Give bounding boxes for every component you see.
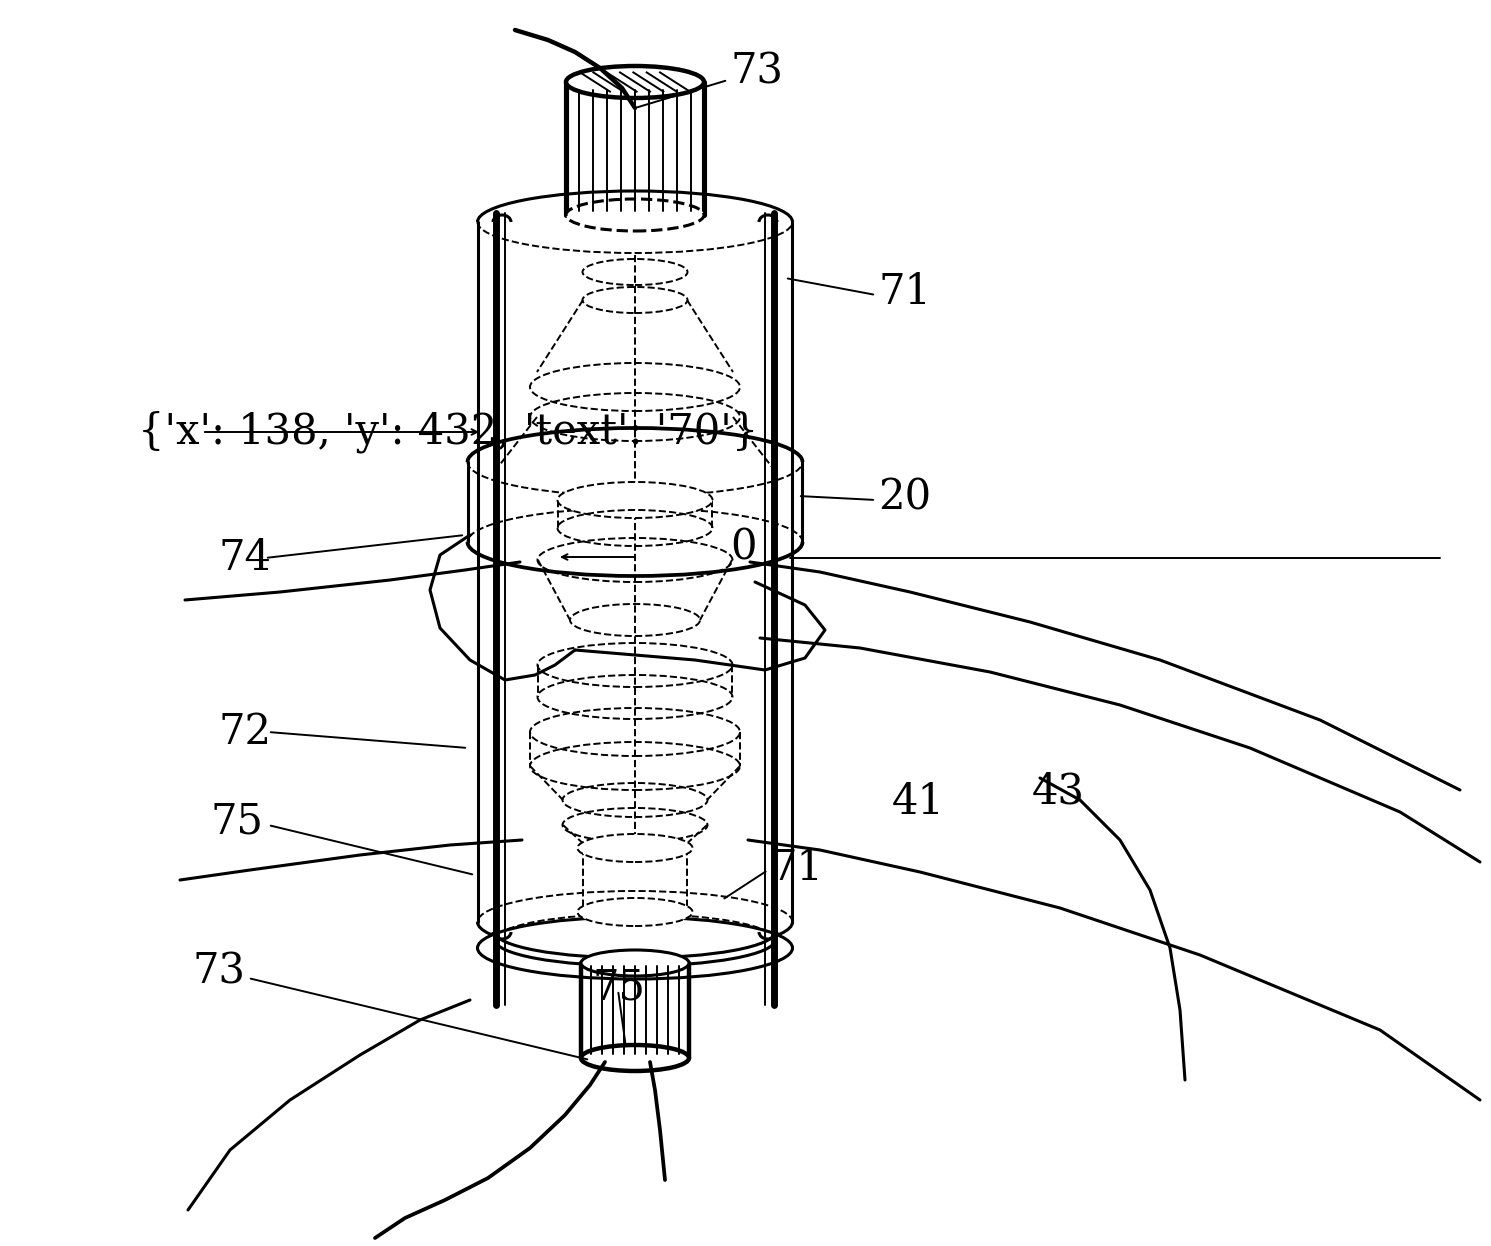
Text: 75: 75 xyxy=(210,801,262,844)
Text: {'x': 138, 'y': 432, 'text': '70'}: {'x': 138, 'y': 432, 'text': '70'} xyxy=(139,411,759,454)
Ellipse shape xyxy=(581,949,689,976)
Ellipse shape xyxy=(581,1045,689,1072)
Text: 41: 41 xyxy=(892,781,945,824)
Text: 73: 73 xyxy=(192,951,245,993)
Ellipse shape xyxy=(577,834,692,862)
Text: 0: 0 xyxy=(731,527,756,569)
Ellipse shape xyxy=(477,917,793,979)
Ellipse shape xyxy=(558,482,713,518)
Text: 75: 75 xyxy=(592,967,646,1009)
Ellipse shape xyxy=(567,199,704,231)
Text: 73: 73 xyxy=(731,51,783,93)
Text: 74: 74 xyxy=(218,537,271,579)
Ellipse shape xyxy=(577,898,692,926)
Text: 71: 71 xyxy=(878,270,930,313)
Text: 72: 72 xyxy=(218,711,271,753)
Text: 20: 20 xyxy=(878,477,930,520)
Text: 71: 71 xyxy=(769,847,823,888)
Text: 43: 43 xyxy=(1032,771,1085,812)
Ellipse shape xyxy=(567,66,704,98)
